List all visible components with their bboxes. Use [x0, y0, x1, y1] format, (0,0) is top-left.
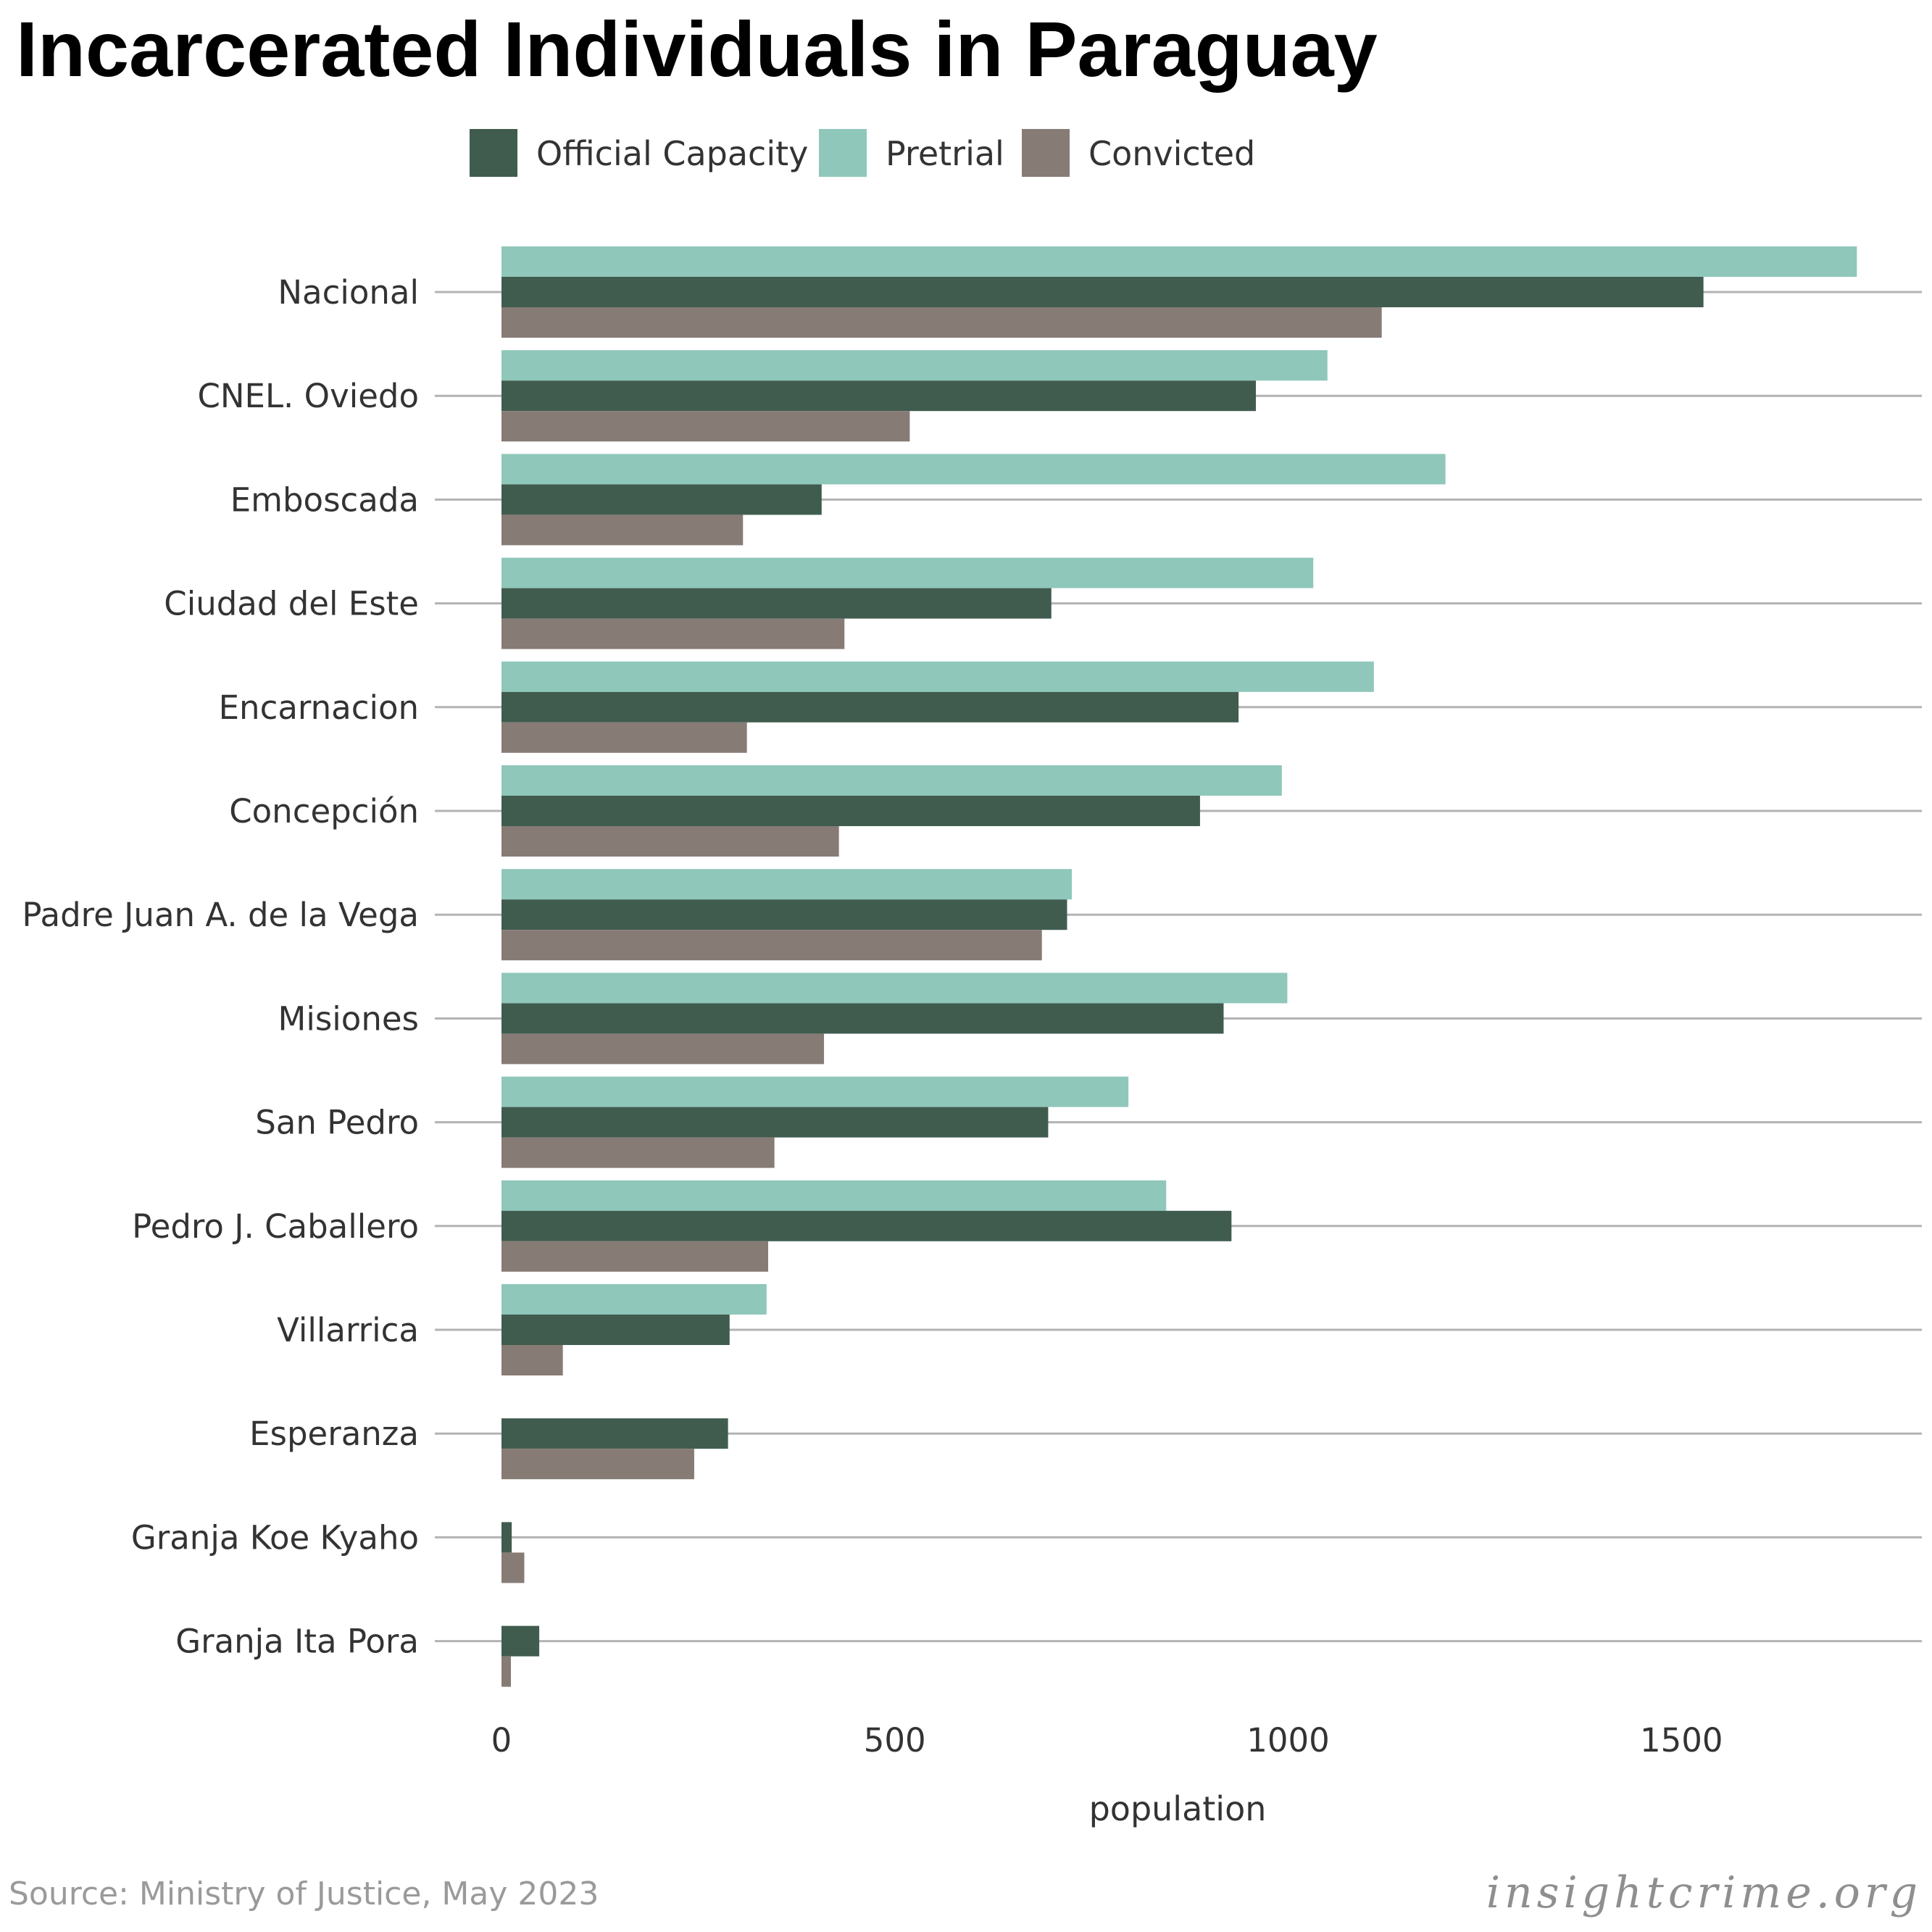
category-label-villarrica: Villarrica — [277, 1311, 419, 1349]
bar-official-capacity-san-pedro — [501, 1107, 1049, 1138]
bar-convicted-granja-ita-pora — [501, 1656, 512, 1687]
category-label-concepci-n: Concepción — [229, 792, 419, 830]
legend: Official Capacity Pretrial Convicted — [470, 129, 1255, 177]
category-label-nacional: Nacional — [278, 273, 419, 312]
bar-pretrial-concepci-n — [501, 765, 1282, 796]
bar-official-capacity-villarrica — [501, 1315, 730, 1345]
bar-pretrial-padre-juan-a-de-la-vega — [501, 869, 1072, 900]
bar-pretrial-emboscada — [501, 454, 1446, 485]
bar-pretrial-ciudad-del-este — [501, 557, 1314, 588]
legend-label-convicted: Convicted — [1088, 134, 1255, 173]
category-label-cnel-oviedo: CNEL. Oviedo — [197, 377, 419, 415]
bar-official-capacity-nacional — [501, 277, 1704, 307]
bar-pretrial-pedro-j-caballero — [501, 1180, 1167, 1211]
bar-pretrial-cnel-oviedo — [501, 350, 1328, 381]
category-label-granja-ita-pora: Granja Ita Pora — [175, 1623, 419, 1661]
category-label-esperanza: Esperanza — [249, 1415, 419, 1453]
x-tick-label-500: 500 — [864, 1721, 926, 1760]
bar-official-capacity-padre-juan-a-de-la-vega — [501, 899, 1067, 930]
bar-official-capacity-granja-koe-kyaho — [501, 1522, 512, 1553]
bar-pretrial-nacional — [501, 246, 1857, 277]
x-axis-title: population — [1089, 1789, 1267, 1828]
x-tick-label-1500: 1500 — [1640, 1721, 1723, 1760]
bar-pretrial-san-pedro — [501, 1076, 1129, 1107]
category-label-misiones: Misiones — [278, 999, 419, 1038]
bar-official-capacity-esperanza — [501, 1418, 728, 1449]
bar-official-capacity-concepci-n — [501, 796, 1200, 826]
bar-official-capacity-granja-ita-pora — [501, 1625, 540, 1657]
x-tick-label-0: 0 — [491, 1721, 512, 1760]
category-label-san-pedro: San Pedro — [255, 1104, 419, 1142]
category-label-padre-juan-a-de-la-vega: Padre Juan A. de la Vega — [22, 896, 419, 934]
bar-convicted-san-pedro — [501, 1137, 775, 1168]
bar-convicted-villarrica — [501, 1345, 563, 1375]
bar-convicted-emboscada — [501, 515, 744, 546]
bar-official-capacity-encarnacion — [501, 691, 1239, 723]
source-note: Source: Ministry of Justice, May 2023 — [9, 1875, 599, 1912]
legend-swatch-pretrial — [819, 129, 867, 177]
bar-official-capacity-misiones — [501, 1003, 1224, 1034]
bar-convicted-pedro-j-caballero — [501, 1241, 768, 1272]
bar-convicted-granja-koe-kyaho — [501, 1552, 525, 1583]
bar-convicted-ciudad-del-este — [501, 618, 845, 649]
bar-convicted-nacional — [501, 307, 1382, 338]
category-label-ciudad-del-este: Ciudad del Este — [164, 585, 419, 623]
bars — [501, 246, 1857, 1687]
bar-official-capacity-emboscada — [501, 484, 822, 515]
bar-convicted-misiones — [501, 1033, 825, 1065]
bar-convicted-encarnacion — [501, 722, 747, 753]
category-label-pedro-j-caballero: Pedro J. Caballero — [132, 1207, 419, 1246]
x-tick-label-1000: 1000 — [1246, 1721, 1330, 1760]
category-labels: Nacional CNEL. Oviedo Emboscada Ciudad del … — [22, 273, 419, 1661]
chart-title: Incarcerated Individuals in Paraguay — [16, 5, 1378, 93]
bar-convicted-esperanza — [501, 1449, 694, 1480]
bar-convicted-concepci-n — [501, 826, 839, 857]
bar-pretrial-misiones — [501, 973, 1288, 1004]
brand-watermark: insightcrime.org — [1486, 1868, 1922, 1918]
legend-label-official-capacity: Official Capacity — [536, 134, 808, 173]
bar-official-capacity-cnel-oviedo — [501, 380, 1256, 412]
bar-pretrial-encarnacion — [501, 661, 1374, 692]
legend-swatch-official-capacity — [470, 129, 517, 177]
bar-pretrial-villarrica — [501, 1284, 767, 1315]
bar-convicted-padre-juan-a-de-la-vega — [501, 930, 1042, 961]
bar-convicted-cnel-oviedo — [501, 411, 910, 442]
x-tick-labels: 0 500 1000 1500 — [491, 1721, 1723, 1760]
legend-swatch-convicted — [1022, 129, 1070, 177]
category-label-granja-koe-kyaho: Granja Koe Kyaho — [131, 1518, 419, 1557]
bar-official-capacity-ciudad-del-este — [501, 588, 1052, 619]
category-label-emboscada: Emboscada — [230, 480, 419, 519]
legend-label-pretrial: Pretrial — [886, 134, 1004, 173]
bar-official-capacity-pedro-j-caballero — [501, 1210, 1232, 1241]
category-label-encarnacion: Encarnacion — [219, 688, 419, 727]
